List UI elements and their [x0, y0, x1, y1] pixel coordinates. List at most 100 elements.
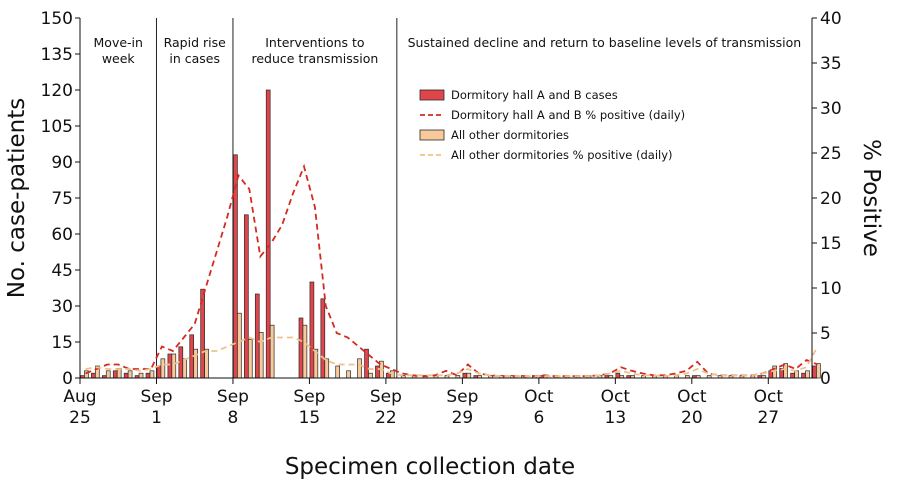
bar-hall-ab	[167, 353, 173, 379]
x-tick-label: 25	[69, 408, 91, 428]
bar-other-dorms	[269, 324, 275, 379]
period-label: Rapid rise	[164, 35, 227, 50]
legend-label: All other dormitories % positive (daily)	[451, 148, 673, 162]
bar-other-dorms	[794, 370, 799, 379]
period-label: week	[102, 51, 136, 66]
line-other-dorms-pct	[85, 336, 819, 378]
y-tick-label: 0	[62, 369, 73, 389]
bar-other-dorms	[783, 363, 788, 379]
line-hall-ab-pct	[85, 163, 818, 378]
x-tick-label: 27	[757, 408, 779, 428]
bar-hall-ab	[254, 293, 260, 379]
x-tick-label: 8	[228, 408, 239, 428]
y-tick-label: 30	[51, 297, 73, 317]
x-tick-label: Sep	[370, 387, 402, 407]
period-label: reduce transmission	[251, 51, 378, 66]
x-tick-label: Sep	[217, 387, 249, 407]
x-tick-label: Oct	[677, 387, 707, 407]
bar-other-dorms	[805, 370, 810, 379]
legend: Dormitory hall A and B cases Dormitory ha…	[419, 88, 685, 162]
bar-hall-ab	[91, 372, 96, 379]
legend-label: All other dormitories	[451, 128, 569, 142]
bar-hall-ab	[112, 370, 118, 379]
y-tick-label: 105	[41, 117, 73, 137]
bar-hall-ab	[309, 281, 315, 379]
x-tick-label: Aug	[63, 387, 96, 407]
y-tick-label: 60	[51, 225, 73, 245]
y2-tick-label: 5	[820, 324, 831, 344]
y-axis-title: No. case-patients	[4, 98, 30, 299]
bar-hall-ab	[790, 372, 795, 379]
y2-axis-title: % Positive	[858, 139, 884, 257]
legend-swatch	[419, 89, 445, 101]
bar-other-dorms	[237, 312, 242, 379]
x-axis-title: Specimen collection date	[285, 454, 575, 480]
bar-hall-ab	[145, 372, 151, 379]
y-tick-label: 75	[51, 189, 73, 209]
period-label: Sustained decline and return to baseline…	[408, 35, 802, 50]
bar-other-dorms	[160, 358, 166, 379]
y2-tick-label: 10	[820, 279, 842, 299]
y-tick-label: 120	[41, 81, 73, 101]
bar-other-dorms	[346, 370, 351, 379]
bar-other-dorms	[302, 324, 308, 379]
x-tick-label: Oct	[754, 387, 784, 407]
bar-hall-ab	[375, 365, 380, 379]
x-tick-label: Oct	[524, 387, 554, 407]
bar-hall-ab	[801, 372, 806, 379]
y2-tick-label: 30	[820, 99, 842, 119]
bar-other-dorms	[816, 363, 821, 379]
x-tick-label: 1	[151, 408, 162, 428]
x-tick-label: Sep	[446, 387, 478, 407]
bar-other-dorms	[247, 339, 253, 379]
y-tick-label: 90	[51, 153, 73, 173]
bar-other-dorms	[149, 370, 155, 379]
x-tick-label: 6	[533, 408, 544, 428]
y-tick-label: 150	[41, 9, 73, 29]
period-label: Interventions to	[265, 35, 364, 50]
axes: 0153045607590105120135150051015202530354…	[41, 9, 842, 428]
y2-tick-label: 20	[820, 189, 842, 209]
bar-hall-ab	[298, 317, 304, 379]
x-tick-label: 22	[375, 408, 397, 428]
x-tick-label: 13	[605, 408, 627, 428]
bar-other-dorms	[466, 372, 472, 379]
bar-hall-ab	[462, 372, 468, 379]
bar-other-dorms	[105, 370, 111, 379]
legend-label: Dormitory hall A and B cases	[451, 88, 618, 102]
bar-hall-ab	[386, 372, 391, 379]
bar-other-dorms	[171, 353, 177, 379]
bar-hall-ab	[364, 348, 369, 379]
y2-tick-label: 25	[820, 144, 842, 164]
y-tick-label: 15	[51, 333, 73, 353]
bar-hall-ab	[615, 372, 621, 379]
bar-other-dorms	[368, 372, 373, 379]
y2-tick-label: 15	[820, 234, 842, 254]
bar-other-dorms	[324, 358, 330, 379]
bar-hall-ab	[123, 372, 129, 379]
bar-other-dorms	[357, 358, 362, 379]
x-tick-label: Sep	[293, 387, 325, 407]
legend-label: Dormitory hall A and B % positive (daily…	[451, 108, 685, 122]
bar-hall-ab	[244, 214, 249, 379]
percent-positive-lines	[85, 163, 819, 378]
bar-other-dorms	[127, 370, 133, 379]
bar-other-dorms	[193, 348, 198, 379]
y2-tick-label: 35	[820, 54, 842, 74]
x-tick-label: 29	[452, 408, 474, 428]
y2-tick-label: 0	[820, 369, 831, 389]
bar-other-dorms	[138, 372, 144, 379]
y2-tick-label: 40	[820, 9, 842, 29]
bar-hall-ab	[320, 298, 326, 379]
period-label: Move-in	[94, 35, 143, 50]
x-tick-label: 15	[299, 408, 321, 428]
x-tick-label: 20	[681, 408, 703, 428]
x-tick-label: Sep	[140, 387, 172, 407]
bar-other-dorms	[258, 332, 264, 379]
period-label: in cases	[169, 51, 220, 66]
x-tick-label: Oct	[601, 387, 631, 407]
bar-hall-ab	[156, 365, 162, 379]
bar-hall-ab	[812, 365, 817, 379]
